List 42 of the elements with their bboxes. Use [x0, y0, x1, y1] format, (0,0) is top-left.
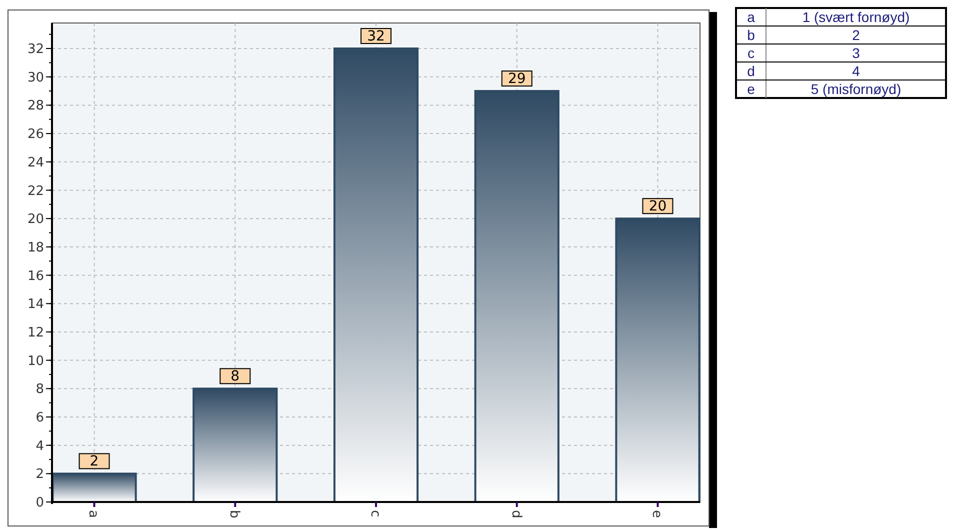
y-tick-label: 22: [27, 184, 44, 199]
text: 5 (misfornøyd): [810, 80, 902, 97]
x-tick-label: c: [367, 510, 382, 518]
data-label: 20: [648, 198, 667, 215]
y-tick-label: 0: [36, 496, 44, 511]
y-tick-label: 26: [27, 127, 44, 142]
bar: [192, 388, 278, 503]
y-tick-label: 30: [27, 70, 44, 86]
y-tick-label: 24: [27, 155, 44, 170]
y-tick-label: 10: [27, 354, 44, 369]
y-tick-label: 12: [27, 325, 44, 340]
bar: [333, 48, 419, 503]
x-tick-label: a: [86, 510, 101, 518]
text: b: [747, 26, 756, 43]
y-tick-label: 18: [27, 240, 44, 256]
x-tick-label: b: [226, 510, 242, 518]
text: c: [748, 44, 754, 61]
y-tick-label: 6: [36, 410, 44, 426]
text: e: [747, 80, 756, 97]
data-label: 2: [90, 454, 99, 470]
y-tick-label: 28: [27, 98, 44, 114]
bar: [474, 90, 560, 503]
y-tick-label: 2: [36, 467, 44, 482]
y-tick-label: 8: [36, 382, 44, 398]
text: 3: [852, 44, 860, 61]
x-tick-label: d: [508, 510, 524, 518]
data-label: 29: [508, 71, 526, 88]
text: 4: [852, 62, 860, 79]
y-tick-label: 14: [27, 297, 44, 312]
bar: [52, 472, 137, 503]
text: 1 (svært fornøyd): [802, 8, 910, 25]
text: a: [747, 8, 756, 25]
y-tick-label: 32: [27, 42, 44, 58]
y-tick-label: 4: [36, 438, 44, 454]
data-label: 8: [230, 368, 240, 385]
y-tick-label: 20: [27, 212, 44, 228]
text: 2: [852, 26, 860, 43]
text: d: [747, 62, 755, 79]
bar: [615, 218, 700, 503]
y-tick-label: 16: [27, 268, 44, 284]
data-label: 32: [367, 28, 385, 45]
x-tick-label: e: [649, 510, 664, 518]
